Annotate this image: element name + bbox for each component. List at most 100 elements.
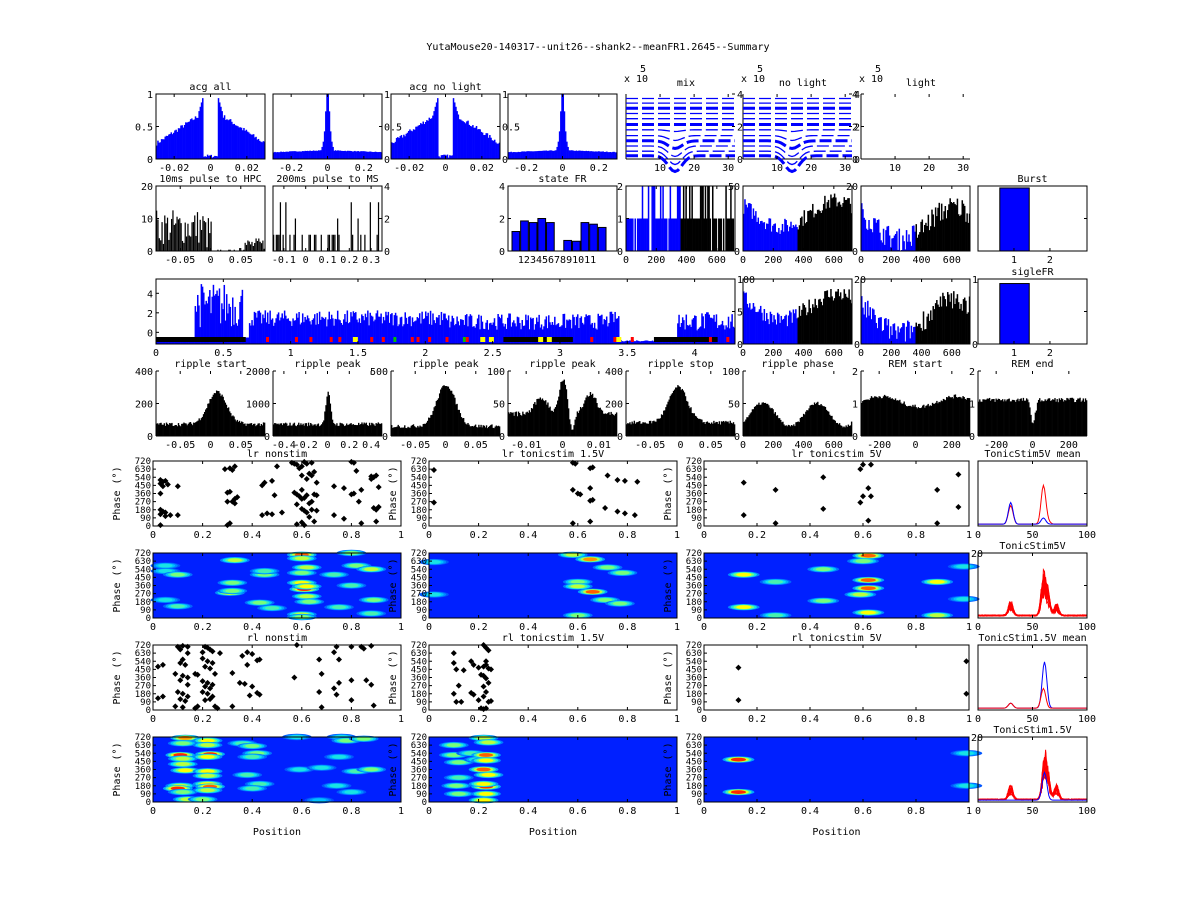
histogram-bar bbox=[779, 233, 781, 251]
histogram-bar bbox=[758, 309, 761, 344]
histogram-bar bbox=[784, 218, 786, 251]
y-tick-label: 50 bbox=[493, 400, 505, 411]
histogram-bar bbox=[363, 422, 365, 436]
histogram-bar bbox=[753, 306, 756, 344]
histogram-bar bbox=[364, 423, 366, 436]
histogram-bar bbox=[1032, 423, 1034, 436]
histogram-bar bbox=[748, 415, 750, 436]
histogram-bar bbox=[587, 150, 590, 159]
histogram-bar bbox=[178, 425, 181, 436]
histogram-bar bbox=[493, 139, 496, 159]
y-tick-label: 2 bbox=[737, 123, 743, 134]
histogram-bar bbox=[261, 142, 263, 159]
rate-bar bbox=[666, 340, 668, 344]
histogram-bar bbox=[251, 134, 254, 159]
histogram-bar bbox=[839, 292, 842, 344]
histogram-bar bbox=[240, 127, 243, 159]
histogram-bar bbox=[934, 303, 937, 344]
rate-bar bbox=[550, 324, 552, 344]
x-tick-label: 0 bbox=[153, 348, 159, 359]
histogram-bar bbox=[224, 402, 227, 436]
histogram-bar bbox=[757, 404, 759, 436]
histogram-bar bbox=[732, 422, 735, 436]
histogram-bar bbox=[581, 150, 584, 159]
histogram-bar bbox=[701, 419, 703, 436]
histogram-bar bbox=[776, 232, 779, 251]
histogram-bar bbox=[837, 424, 840, 436]
histogram-bar bbox=[292, 423, 295, 436]
rate-bar bbox=[439, 324, 441, 344]
histogram-bar bbox=[755, 311, 757, 344]
histogram-bar bbox=[256, 240, 259, 251]
histogram-bar bbox=[787, 231, 790, 251]
histogram-bar bbox=[1084, 398, 1087, 436]
histogram-bar bbox=[212, 156, 215, 159]
rate-bar bbox=[450, 321, 452, 344]
histogram-bar bbox=[452, 98, 455, 159]
rate-bar bbox=[652, 341, 655, 344]
histogram-bar bbox=[810, 210, 813, 251]
histogram-bar bbox=[670, 218, 673, 251]
state-strip-mark bbox=[613, 337, 617, 342]
scatter-point bbox=[360, 645, 367, 652]
y-tick-label: 0.5 bbox=[384, 123, 402, 134]
histogram-bar bbox=[1079, 397, 1081, 436]
y-tick-label: 4 bbox=[737, 90, 743, 101]
scatter-point bbox=[587, 485, 594, 492]
waveform-trace bbox=[743, 154, 852, 174]
histogram-bar bbox=[637, 421, 640, 436]
rate-bar bbox=[459, 319, 462, 344]
histogram-bar bbox=[241, 421, 243, 436]
histogram-bar bbox=[994, 401, 996, 436]
histogram-bar bbox=[708, 422, 711, 436]
scatter-point bbox=[182, 661, 189, 668]
histogram-bar bbox=[354, 150, 356, 159]
histogram-bar bbox=[614, 152, 617, 159]
histogram-bar bbox=[432, 411, 434, 436]
rate-bar bbox=[467, 326, 469, 344]
histogram-bar bbox=[751, 218, 753, 251]
histogram-bar bbox=[399, 427, 402, 436]
x-axis-label: Position bbox=[812, 827, 860, 838]
rate-bar bbox=[324, 317, 327, 344]
x-tick-label: 1 bbox=[966, 714, 972, 725]
histogram-bar bbox=[229, 411, 231, 436]
histogram-bar bbox=[1070, 397, 1073, 436]
rate-bar bbox=[522, 325, 525, 344]
rate-bar bbox=[690, 326, 692, 344]
histogram-bar bbox=[170, 218, 173, 251]
histogram-bar bbox=[849, 299, 852, 344]
heatmap-blob bbox=[612, 601, 628, 606]
heatmap-blob bbox=[175, 762, 190, 766]
scatter-point bbox=[955, 504, 962, 511]
histogram-bar bbox=[691, 412, 693, 436]
histogram-bar bbox=[761, 220, 763, 251]
x-tick-label: 0.2 bbox=[340, 255, 358, 266]
rate-bar bbox=[288, 320, 291, 344]
rate-bar bbox=[187, 340, 189, 344]
histogram-bar bbox=[464, 123, 467, 159]
category-bar bbox=[580, 222, 590, 252]
histogram-bar bbox=[416, 427, 418, 436]
rate-bar bbox=[346, 310, 349, 344]
histogram-bar bbox=[465, 423, 467, 436]
y-tick-label: 540 bbox=[686, 473, 702, 483]
histogram-bar bbox=[831, 198, 833, 251]
heatmap-blob bbox=[476, 798, 491, 803]
y-tick-label: 360 bbox=[411, 582, 427, 592]
histogram-bar bbox=[418, 125, 421, 159]
histogram-bar bbox=[365, 422, 368, 436]
scatter-point bbox=[634, 478, 641, 485]
histogram-bar bbox=[467, 120, 469, 159]
histogram-bar bbox=[260, 243, 263, 251]
histogram-bar bbox=[877, 219, 880, 251]
histogram-bar bbox=[422, 121, 424, 159]
panel-title: lr tonicstim 5V bbox=[791, 449, 881, 460]
rate-bar bbox=[399, 317, 402, 344]
scatter-point bbox=[348, 697, 355, 704]
rate-bar bbox=[228, 303, 230, 344]
histogram-bar bbox=[338, 234, 340, 251]
